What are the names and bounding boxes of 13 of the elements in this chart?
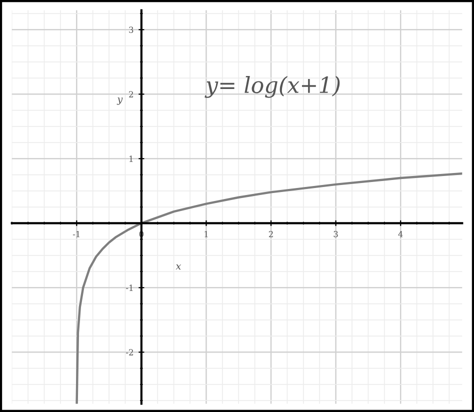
y-tick-label: 2: [129, 91, 133, 98]
x-axis-title: x: [176, 264, 182, 270]
y-axis-title: y: [116, 98, 123, 105]
x-tick-label: 3: [334, 230, 338, 238]
y-tick-label: -2: [126, 349, 133, 356]
x-tick-label: -1: [72, 230, 80, 238]
y-tick-label: 1: [130, 156, 133, 162]
x-tick-label: 1: [204, 230, 208, 238]
y-tick-label: 3: [129, 26, 134, 33]
y-tick-label: -1: [126, 284, 133, 291]
x-tick-label: 2: [268, 230, 273, 238]
annotation: y= log(x+1): [204, 76, 340, 98]
x-tick-label: 4: [398, 230, 403, 238]
